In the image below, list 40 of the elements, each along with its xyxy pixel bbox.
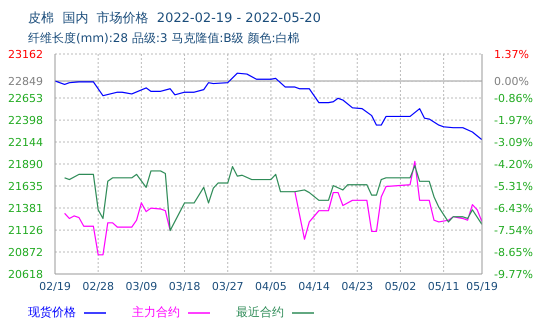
y2-tick-label: -4.20% bbox=[494, 158, 533, 171]
x-tick-label: 03/09 bbox=[126, 280, 158, 293]
x-tick-label: 04/05 bbox=[255, 280, 287, 293]
y2-tick-label: -1.97% bbox=[494, 114, 533, 127]
y-tick-label: 22398 bbox=[8, 114, 43, 128]
y2-tick-label: -5.31% bbox=[494, 180, 533, 193]
y-tick-label: 23162 bbox=[8, 48, 43, 61]
x-tick-label: 02/28 bbox=[82, 280, 114, 293]
x-tick-label: 04/23 bbox=[341, 280, 374, 293]
y2-tick-label: -6.43% bbox=[494, 202, 533, 216]
x-tick-label: 05/11 bbox=[428, 280, 460, 293]
line-series bbox=[64, 165, 482, 232]
y2-tick-label: -0.86% bbox=[494, 92, 533, 106]
x-tick-label: 04/14 bbox=[298, 280, 330, 293]
chart-subtitle: 纤维长度(mm):28 品级:3 马克隆值:B级 颜色:白棉 bbox=[28, 30, 300, 47]
y2-tick-label: -9.77% bbox=[494, 268, 533, 281]
y-tick-label: 20872 bbox=[8, 246, 43, 260]
y-tick-label: 21381 bbox=[8, 202, 43, 216]
y2-tick-label: -8.65% bbox=[494, 246, 533, 259]
x-tick-label: 05/02 bbox=[384, 280, 416, 293]
y-tick-label: 22653 bbox=[8, 92, 43, 106]
x-tick-label: 02/19 bbox=[39, 280, 71, 293]
x-tick-label: 05/19 bbox=[466, 280, 498, 293]
x-tick-label: 03/27 bbox=[212, 280, 244, 293]
legend-label: 最近合约 bbox=[236, 304, 284, 321]
y2-tick-label: -7.54% bbox=[494, 224, 533, 237]
y2-tick-label: 1.37% bbox=[494, 48, 529, 61]
y2-tick-label: -3.09% bbox=[494, 136, 533, 150]
y-tick-label: 20618 bbox=[8, 268, 43, 281]
legend-label: 现货价格 bbox=[28, 304, 76, 321]
legend-label: 主力合约 bbox=[132, 304, 180, 321]
chart-title: 皮棉 国内 市场价格 2022-02-19 - 2022-05-20 bbox=[28, 10, 321, 27]
y-tick-label: 21635 bbox=[8, 180, 43, 194]
y-tick-label: 22144 bbox=[8, 136, 43, 150]
x-tick-label: 03/18 bbox=[168, 280, 200, 293]
line-series bbox=[55, 72, 482, 140]
y2-tick-label: 0.00% bbox=[494, 75, 529, 88]
y-tick-label: 21890 bbox=[8, 158, 43, 171]
y-tick-label: 22849 bbox=[8, 75, 43, 88]
y-tick-label: 21126 bbox=[8, 224, 43, 238]
